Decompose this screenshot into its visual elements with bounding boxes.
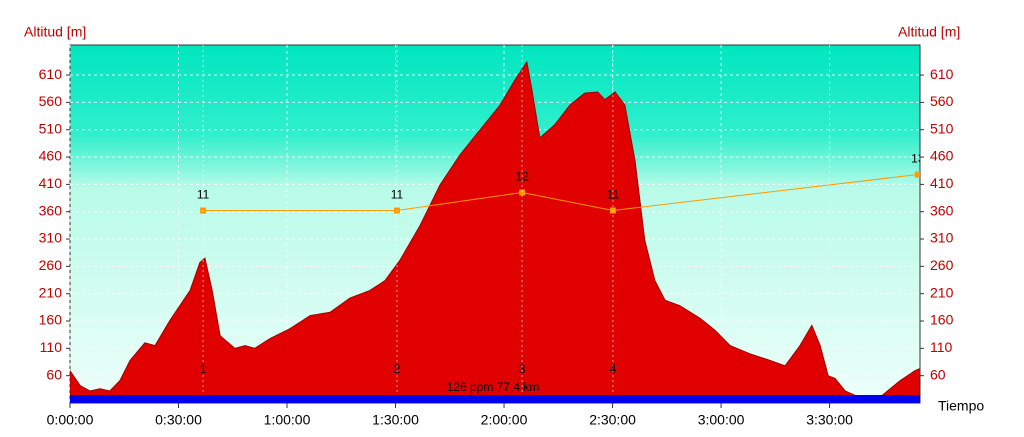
axes: 60 60 110 110 160 160 210 210 260 260 310 310 360 360…: [39, 66, 954, 428]
x-tick-label: 2:30:00: [589, 412, 636, 428]
y-tick-label-right: 60: [930, 366, 946, 382]
y-tick-label: 210: [39, 284, 63, 300]
x-tick-label: 3:00:00: [698, 412, 745, 428]
y-tick-label: 410: [39, 175, 63, 191]
lap-point: [914, 171, 920, 178]
lap-marker-label: 2: [394, 362, 401, 376]
y-tick-label: 260: [39, 257, 63, 273]
lap-value-label: 13: [911, 152, 925, 166]
x-tick-label: 3:30:00: [806, 412, 853, 428]
x-axis-label: Tiempo: [938, 398, 984, 414]
y-tick-label: 510: [39, 120, 63, 136]
y-tick-label-right: 410: [930, 175, 954, 191]
x-tick-label: 1:00:00: [264, 412, 311, 428]
y-tick-label-right: 210: [930, 284, 954, 300]
y-tick-label-right: 310: [930, 230, 954, 246]
lap-marker-label: 1: [200, 362, 207, 376]
x-tick-label: 0:30:00: [155, 412, 202, 428]
y-tick-label-right: 460: [930, 148, 954, 164]
area: [70, 60, 920, 403]
x-tick-label: 1:30:00: [372, 412, 419, 428]
y-tick-label-right: 560: [930, 93, 954, 109]
zone-bar: [70, 395, 920, 403]
y-tick-label-right: 610: [930, 66, 954, 82]
y-tick-label: 560: [39, 93, 63, 109]
y-tick-label-right: 260: [930, 257, 954, 273]
y-tick-label: 60: [46, 366, 62, 382]
y-tick-label: 310: [39, 230, 63, 246]
lap-point: [519, 189, 526, 196]
y-tick-label: 110: [40, 339, 63, 355]
y-tick-label: 610: [39, 66, 63, 82]
lap-marker-label: 4: [610, 362, 617, 376]
x-tick-label: 0:00:00: [47, 412, 94, 428]
y-tick-label-right: 360: [930, 202, 954, 218]
x-tick-label: 2:00:00: [481, 412, 528, 428]
lap-value-label: 11: [197, 188, 210, 202]
y-tick-label-right: 160: [930, 312, 954, 328]
lap-marker-label: 3: [519, 362, 526, 376]
y-tick-label: 460: [39, 148, 63, 164]
y-axis-label-right: Altitud [m]: [898, 24, 960, 40]
y-tick-label: 360: [39, 202, 63, 218]
y-tick-label-right: 110: [930, 339, 953, 355]
lap-value-label: 11: [607, 188, 620, 202]
y-tick-label-right: 510: [930, 120, 954, 136]
y-tick-label: 160: [39, 312, 63, 328]
annotation: 126 ppm 77,4 km: [447, 380, 540, 394]
lap-value-label: 11: [391, 188, 404, 202]
y-axis-label: Altitud [m]: [24, 24, 86, 40]
